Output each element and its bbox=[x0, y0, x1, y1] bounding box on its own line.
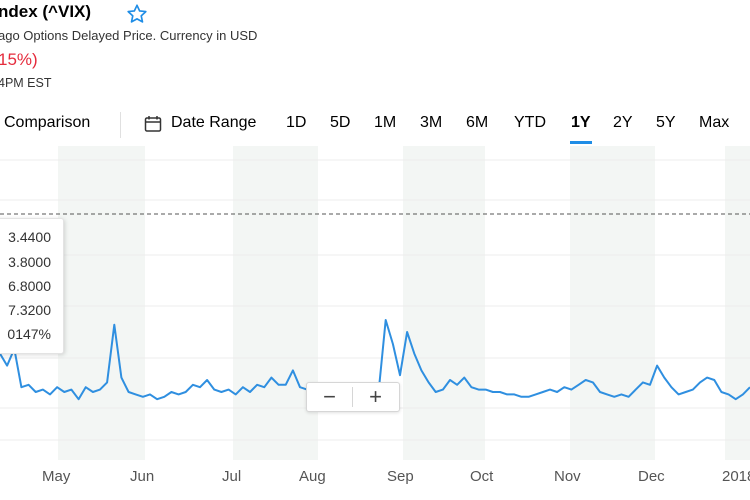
toolbar-divider bbox=[120, 112, 121, 138]
range-ytd[interactable]: YTD bbox=[514, 114, 546, 131]
price-change: 15%) bbox=[0, 50, 38, 69]
tooltip-close: 7.3200 bbox=[8, 302, 51, 318]
range-1y[interactable]: 1Y bbox=[571, 114, 591, 131]
x-tick-label: Aug bbox=[299, 468, 326, 485]
tooltip-open: 3.4400 bbox=[8, 229, 51, 245]
zoom-divider bbox=[352, 387, 353, 407]
date-range-button[interactable]: Date Range bbox=[171, 114, 257, 131]
range-5d[interactable]: 5D bbox=[330, 114, 351, 131]
range-toolbar: Comparison Date Range 1D 5D 1M 3M 6M YTD… bbox=[0, 112, 750, 144]
range-5y[interactable]: 5Y bbox=[656, 114, 676, 131]
range-2y[interactable]: 2Y bbox=[613, 114, 633, 131]
range-1m[interactable]: 1M bbox=[374, 114, 397, 131]
month-band bbox=[725, 146, 750, 460]
page-title: ndex (^VIX) bbox=[0, 2, 92, 21]
month-band bbox=[233, 146, 318, 460]
x-tick-label: May bbox=[42, 468, 71, 485]
month-band bbox=[403, 146, 485, 460]
subtitle: ago Options Delayed Price. Currency in U… bbox=[0, 28, 258, 43]
tooltip-low: 6.8000 bbox=[8, 278, 51, 294]
comparison-button[interactable]: Comparison bbox=[4, 114, 91, 131]
range-3m[interactable]: 3M bbox=[420, 114, 443, 131]
calendar-icon[interactable] bbox=[144, 115, 162, 133]
star-icon[interactable] bbox=[126, 3, 148, 25]
x-tick-label: Sep bbox=[387, 468, 414, 485]
zoom-control: − + bbox=[306, 382, 400, 412]
x-tick-label: Jul bbox=[222, 468, 242, 485]
x-tick-label: 2018 bbox=[722, 468, 750, 485]
range-1d[interactable]: 1D bbox=[286, 114, 307, 131]
quote-time: 4PM EST bbox=[0, 76, 52, 90]
zoom-out-button[interactable]: − bbox=[323, 384, 336, 409]
x-tick-label: Dec bbox=[638, 468, 665, 485]
x-tick-label: Nov bbox=[554, 468, 581, 485]
tooltip-high: 3.8000 bbox=[8, 254, 51, 270]
price-tooltip: 3.4400 3.8000 6.8000 7.3200 0147% bbox=[0, 218, 64, 354]
month-band bbox=[570, 146, 655, 460]
active-range-indicator bbox=[570, 141, 592, 144]
x-tick-label: Jun bbox=[130, 468, 155, 485]
price-chart[interactable] bbox=[0, 146, 750, 460]
month-band bbox=[58, 146, 145, 460]
x-tick-label: Oct bbox=[470, 468, 494, 485]
zoom-in-button[interactable]: + bbox=[369, 384, 382, 409]
tooltip-change: 0147% bbox=[7, 326, 51, 342]
range-6m[interactable]: 6M bbox=[466, 114, 489, 131]
range-max[interactable]: Max bbox=[699, 114, 730, 131]
